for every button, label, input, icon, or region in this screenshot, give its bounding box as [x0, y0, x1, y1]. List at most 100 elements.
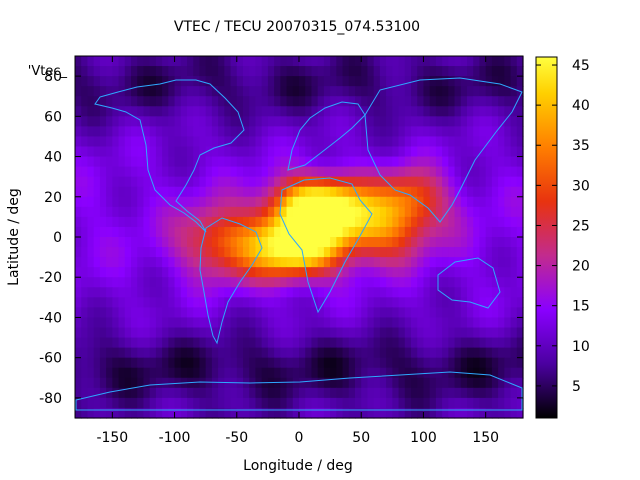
heatmap-cell — [267, 357, 275, 369]
heatmap-cell — [379, 407, 387, 419]
heatmap-cell — [355, 146, 362, 158]
heatmap-cell — [137, 66, 145, 77]
heatmap-cell — [81, 166, 89, 178]
heatmap-cell — [398, 216, 406, 228]
heatmap-cell — [180, 327, 188, 339]
heatmap-cell — [274, 156, 281, 168]
heatmap-cell — [274, 347, 281, 359]
heatmap-cell — [243, 277, 250, 288]
heatmap-cell — [305, 247, 313, 258]
heatmap-cell — [118, 56, 126, 67]
heatmap-cell — [323, 96, 331, 107]
heatmap-cell — [292, 56, 300, 67]
heatmap-cell — [261, 166, 269, 178]
heatmap-cell — [367, 407, 375, 419]
heatmap-cell — [261, 247, 269, 258]
heatmap-cell — [99, 317, 107, 329]
heatmap-cell — [404, 307, 412, 319]
heatmap-cell — [317, 387, 325, 399]
heatmap-cell — [286, 307, 294, 319]
heatmap-cell — [460, 237, 468, 248]
heatmap-cell — [491, 377, 499, 389]
heatmap-cell — [498, 327, 505, 339]
heatmap-cell — [392, 66, 400, 77]
heatmap-cell — [193, 136, 201, 148]
heatmap-cell — [249, 257, 257, 268]
heatmap-cell — [386, 106, 393, 117]
heatmap-cell — [473, 116, 481, 127]
heatmap-cell — [112, 176, 120, 188]
heatmap-cell — [230, 196, 238, 208]
heatmap-cell — [330, 156, 337, 168]
heatmap-cell — [348, 287, 356, 298]
heatmap-cell — [230, 106, 238, 117]
heatmap-cell — [336, 237, 344, 248]
heatmap-cell — [442, 186, 449, 198]
heatmap-cell — [211, 136, 219, 148]
heatmap-cell — [187, 247, 194, 258]
heatmap-cell — [442, 337, 449, 349]
heatmap-cell — [392, 106, 400, 117]
heatmap-cell — [323, 397, 331, 409]
heatmap-cell — [131, 106, 138, 117]
heatmap-cell — [311, 116, 319, 127]
heatmap-cell — [143, 247, 151, 258]
heatmap-cell — [373, 56, 381, 67]
heatmap-cell — [249, 357, 257, 369]
heatmap-cell — [155, 327, 163, 339]
heatmap-cell — [435, 106, 443, 117]
heatmap-cell — [280, 307, 288, 319]
heatmap-cell — [498, 196, 505, 208]
heatmap-cell — [180, 226, 188, 238]
heatmap-cell — [274, 66, 281, 77]
heatmap-cell — [386, 397, 393, 409]
heatmap-cell — [267, 397, 275, 409]
heatmap-cell — [429, 96, 437, 107]
heatmap-cell — [236, 247, 244, 258]
heatmap-cell — [348, 176, 356, 188]
heatmap-cell — [174, 146, 182, 158]
heatmap-cell — [491, 367, 499, 379]
heatmap-cell — [193, 397, 201, 409]
heatmap-cell — [311, 337, 319, 349]
heatmap-cell — [286, 327, 294, 339]
heatmap-cell — [379, 106, 387, 117]
heatmap-cell — [467, 176, 474, 188]
heatmap-cell — [317, 287, 325, 298]
heatmap-cell — [423, 166, 431, 178]
heatmap-cell — [75, 307, 82, 319]
heatmap-cell — [442, 367, 449, 379]
heatmap-cell — [124, 196, 132, 208]
heatmap-cell — [112, 267, 120, 278]
heatmap-cell — [87, 66, 95, 77]
heatmap-cell — [75, 146, 82, 158]
heatmap-cell — [249, 106, 257, 117]
heatmap-cell — [485, 277, 493, 288]
heatmap-cell — [423, 307, 431, 319]
heatmap-cell — [311, 66, 319, 77]
heatmap-cell — [311, 267, 319, 278]
heatmap-cell — [498, 257, 505, 268]
heatmap-cell — [317, 166, 325, 178]
heatmap-cell — [516, 327, 524, 339]
heatmap-cell — [367, 166, 375, 178]
heatmap-cell — [174, 226, 182, 238]
heatmap-cell — [112, 367, 120, 379]
heatmap-cell — [435, 287, 443, 298]
heatmap-cell — [423, 96, 431, 107]
heatmap-cell — [292, 357, 300, 369]
heatmap-cell — [411, 96, 418, 107]
heatmap-cell — [429, 56, 437, 67]
heatmap-cell — [435, 297, 443, 308]
heatmap-cell — [187, 317, 194, 329]
heatmap-cell — [211, 186, 219, 198]
heatmap-cell — [143, 56, 151, 67]
heatmap-cell — [87, 226, 95, 238]
heatmap-cell — [106, 176, 113, 188]
heatmap-cell — [467, 206, 474, 218]
heatmap-cell — [448, 267, 456, 278]
heatmap-cell — [361, 357, 369, 369]
heatmap-cell — [137, 156, 145, 168]
heatmap-cell — [180, 86, 188, 97]
